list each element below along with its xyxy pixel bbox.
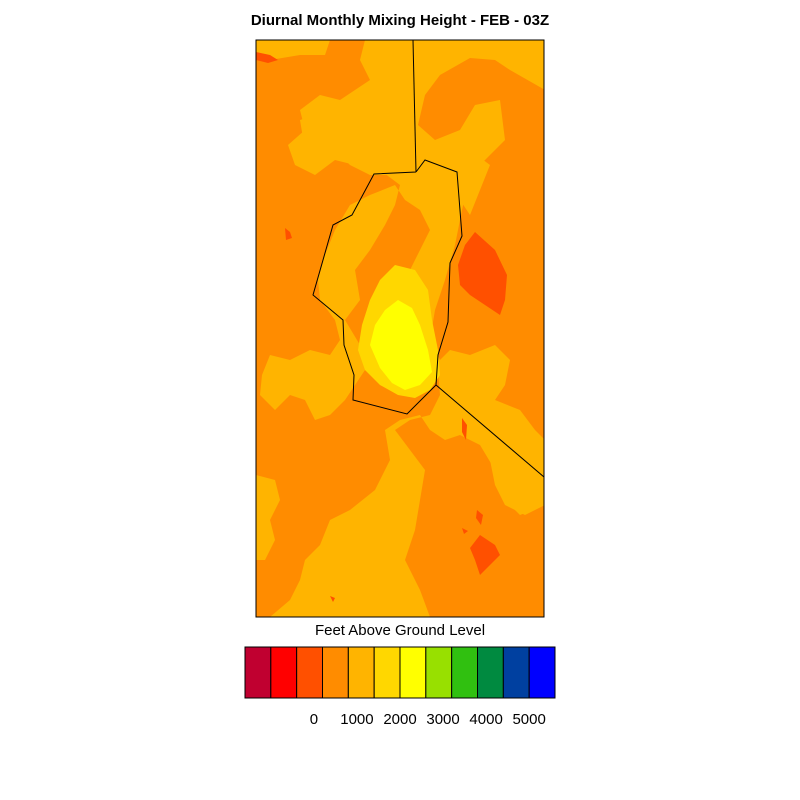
contour-region-2000-right-lobe (445, 150, 490, 215)
colorbar-swatch (528, 646, 556, 699)
contour-region-2000-lower-right (490, 455, 544, 515)
colorbar-tick-label: 1000 (340, 711, 374, 728)
colorbar-swatch (451, 646, 478, 699)
contour-region-1000-lower-right (470, 535, 500, 575)
colorbar-swatch (244, 646, 272, 699)
colorbar-swatch (373, 646, 401, 699)
contour-region-2000-upper-left (300, 100, 405, 175)
contour-region-1000-topleft (256, 52, 278, 63)
contour-region-1000-small-d (330, 596, 335, 602)
map-title: Diurnal Monthly Mixing Height - FEB - 03… (250, 12, 550, 29)
colorbar-swatch (502, 646, 530, 699)
state-boundary-southeast (435, 384, 545, 478)
colorbar-tick-label: 2000 (383, 711, 417, 728)
contour-region-1000-right (458, 232, 507, 315)
colorbar (244, 646, 556, 699)
contour-region-1000-small-b (476, 510, 483, 525)
colorbar-title: Feet Above Ground Level (314, 622, 486, 639)
colorbar-swatch (399, 646, 427, 699)
colorbar-tick-label: 0 (309, 711, 319, 728)
state-boundary-north (412, 39, 417, 173)
colorbar-swatch (425, 646, 453, 699)
colorbar-tick-label: 3000 (426, 711, 460, 728)
boundary-layer (312, 39, 545, 478)
contour-region-1000-left (285, 228, 292, 240)
contour-region-1000-small-a (462, 418, 467, 440)
contour-region-2000-top-left-patch (256, 40, 330, 60)
colorbar-swatch (322, 646, 349, 699)
contour-region-2000-lower-left (256, 475, 280, 560)
colorbar-swatch (477, 646, 504, 699)
colorbar-swatch (270, 646, 298, 699)
map-frame (255, 39, 545, 618)
colorbar-swatch (296, 646, 323, 699)
contour-region-1000-small-c (462, 528, 468, 534)
colorbar-tick-label: 4000 (469, 711, 503, 728)
colorbar-tick-label: 5000 (512, 711, 546, 728)
contour-region-3000 (370, 300, 432, 390)
contour-fill-layer (256, 40, 544, 617)
colorbar-swatch (347, 646, 375, 699)
park-boundary (312, 159, 463, 415)
